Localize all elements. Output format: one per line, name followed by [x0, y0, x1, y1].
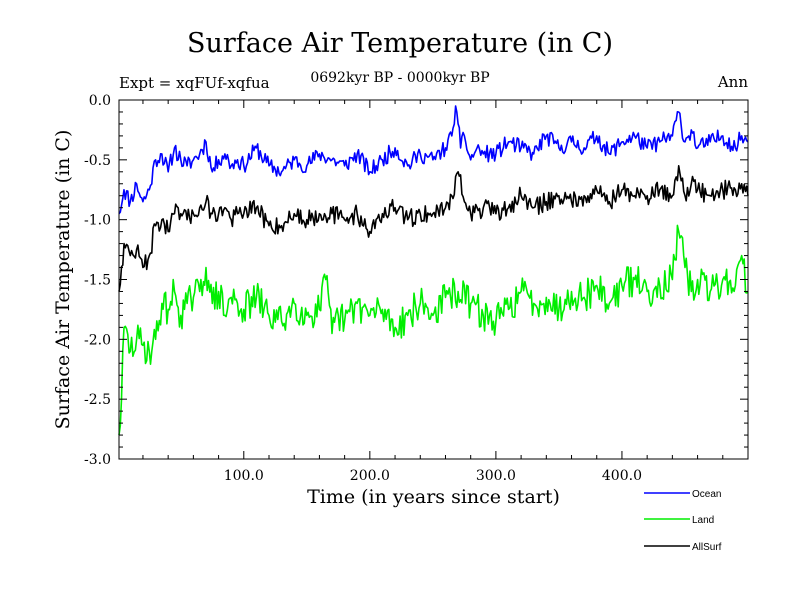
plot-frame [118, 99, 749, 460]
experiment-label: Expt = xqFUf-xqfua [119, 74, 270, 92]
x-tick-label: 100.0 [224, 468, 264, 484]
x-tick-label: 200.0 [350, 468, 390, 484]
series-line-land [118, 224, 749, 436]
x-tick-label: 400.0 [602, 468, 642, 484]
y-tick-label: 0.0 [89, 93, 111, 109]
series-layer [118, 105, 749, 436]
legend-label-allsurf: AllSurf [692, 542, 722, 553]
legend-label-ocean: Ocean [692, 489, 721, 500]
x-tick-label: 300.0 [476, 468, 516, 484]
y-tick-label: -3.0 [84, 452, 111, 468]
y-tick-label: -1.5 [84, 273, 111, 289]
chart-title: Surface Air Temperature (in C) [187, 28, 613, 59]
y-tick-label: -0.5 [84, 153, 111, 169]
y-axis-label: Surface Air Temperature (in C) [52, 130, 74, 430]
y-axis: 0.0 -0.5 -1.0 -1.5 -2.0 -2.5 -3.0 [84, 93, 748, 468]
series-line-allsurf [118, 165, 749, 292]
y-tick-label: -2.5 [84, 392, 111, 408]
season-label: Ann [717, 73, 748, 91]
y-tick-label: -1.0 [84, 213, 111, 229]
x-axis: 100.0 200.0 300.0 400.0 [142, 100, 724, 484]
y-tick-label: -2.0 [84, 332, 111, 348]
chart-subtitle: 0692kyr BP - 0000kyr BP [310, 70, 490, 86]
legend: Ocean Land AllSurf [644, 489, 722, 553]
x-axis-label: Time (in years since start) [307, 486, 560, 508]
series-line-ocean [118, 105, 749, 215]
legend-label-land: Land [692, 515, 714, 526]
